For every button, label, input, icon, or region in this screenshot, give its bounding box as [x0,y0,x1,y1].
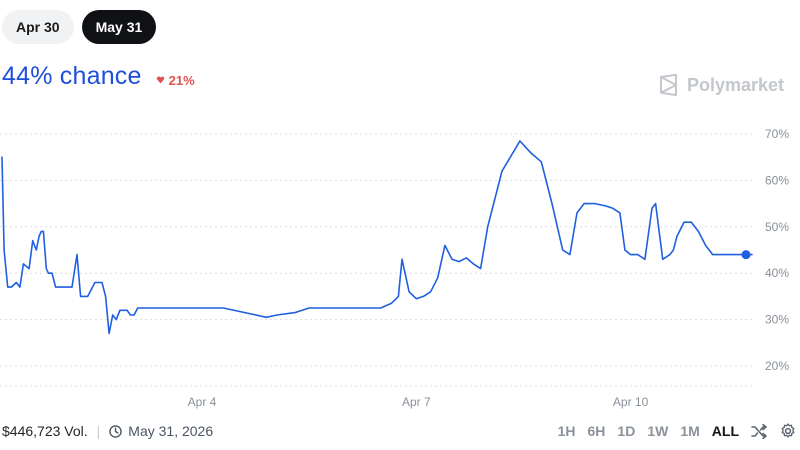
range-1m[interactable]: 1M [680,423,700,439]
divider: | [96,423,101,439]
range-all[interactable]: ALL [711,423,739,439]
chance-value: 44% chance [2,62,142,90]
tab-apr-30[interactable]: Apr 30 [2,10,74,44]
chart-footer: $446,723 Vol. | May 31, 2026 1H 6H 1D 1W… [2,420,796,442]
shuffle-icon [751,423,767,439]
brand-name: Polymarket [686,74,784,95]
change-value: 21% [168,72,195,88]
y-tick-label: 50% [765,220,789,234]
range-1w[interactable]: 1W [647,423,669,439]
polymarket-logo: Polymarket [659,74,784,96]
y-tick-label: 60% [765,173,789,187]
y-tick-label: 20% [765,359,789,373]
change-indicator: 21% [156,73,195,88]
tab-may-31[interactable]: May 31 [81,10,157,44]
series-line [1,140,753,335]
last-point-marker [741,250,751,260]
range-selector: 1H 6H 1D 1W 1M ALL [558,423,796,439]
x-tick-label: Apr 4 [188,395,217,409]
date-tabs: Apr 30 May 31 [2,10,157,44]
price-chart: 70% 60% 50% 40% 30% 20% Apr 4 Apr 7 Apr 10 [0,127,789,409]
polymarket-icon [659,74,677,96]
caret-down-icon [156,76,164,84]
y-tick-label: 70% [765,127,789,141]
y-tick-label: 40% [765,266,789,280]
x-tick-label: Apr 7 [402,395,431,409]
x-tick-label: Apr 10 [613,395,649,409]
gear-icon [781,423,795,438]
settings-button[interactable] [780,423,796,439]
chance-header: 44% chance 21% [2,62,195,91]
range-1h[interactable]: 1H [557,423,576,439]
shuffle-button[interactable] [751,423,768,439]
end-date: May 31, 2026 [109,423,213,439]
clock-icon [109,424,123,438]
volume: $446,723 Vol. [2,423,88,439]
y-tick-label: 30% [765,313,789,327]
range-1d[interactable]: 1D [617,423,636,439]
end-date-text: May 31, 2026 [128,423,214,439]
range-6h[interactable]: 6H [587,423,606,439]
